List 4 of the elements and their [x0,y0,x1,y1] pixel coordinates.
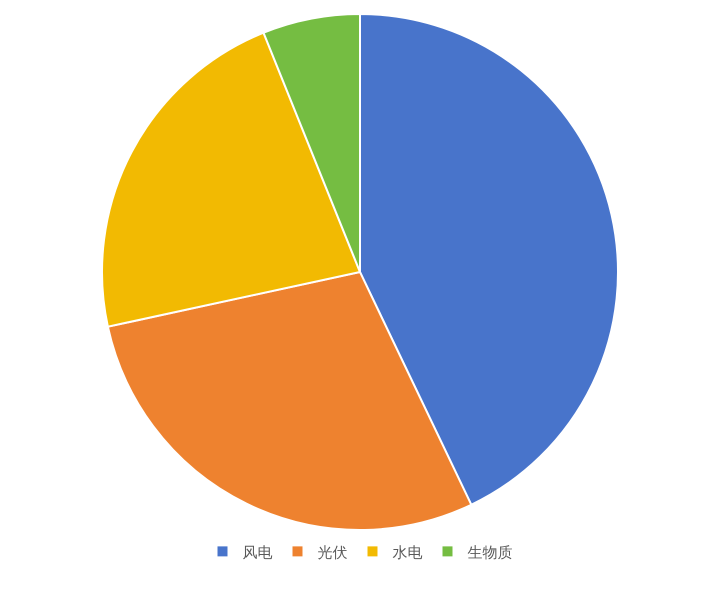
legend-label: 光伏 [318,543,348,562]
legend-label: 风电 [242,543,272,562]
legend-label: 水电 [392,543,422,562]
legend-label: 生物质 [468,543,512,562]
